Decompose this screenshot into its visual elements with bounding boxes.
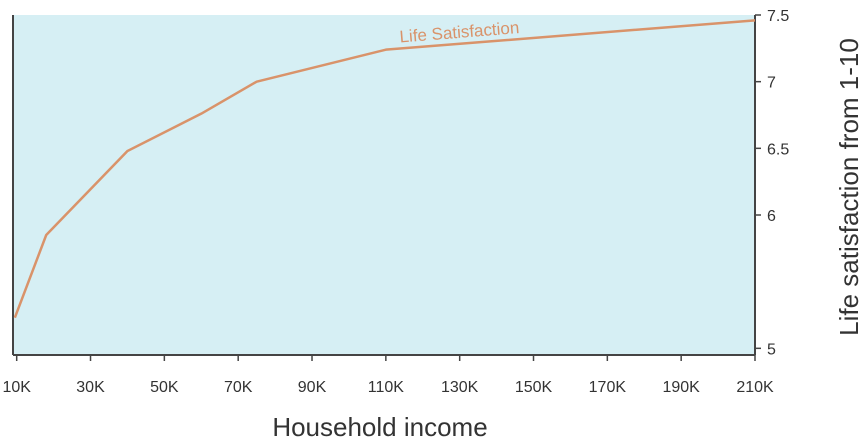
x-tick-label: 70K: [224, 379, 253, 396]
y-axis-title: Life satisfaction from 1-10: [834, 38, 864, 336]
y-tick-label: 6: [767, 208, 776, 225]
x-tick-label: 170K: [589, 379, 627, 396]
x-tick-label: 110K: [368, 379, 405, 396]
x-tick-label: 30K: [76, 379, 105, 396]
x-tick-label: 210K: [736, 379, 774, 396]
x-axis-title: Household income: [272, 412, 487, 442]
plot-background: [13, 15, 755, 355]
x-tick-label: 10K: [2, 379, 31, 396]
x-tick-label: 130K: [441, 379, 479, 396]
y-axis-ticks: 5 6 6.5 7 7.5: [755, 8, 789, 358]
series-line: [13, 19, 756, 319]
y-tick-label: 6.5: [767, 141, 789, 158]
x-tick-label: 190K: [662, 379, 700, 396]
x-tick-label: 90K: [298, 379, 327, 396]
x-tick-label: 150K: [515, 379, 553, 396]
y-tick-label: 5: [767, 341, 776, 358]
y-tick-label: 7: [767, 75, 776, 92]
x-tick-label: 50K: [150, 379, 179, 396]
y-tick-label: 7.5: [767, 8, 789, 25]
x-axis-ticks: 10K 30K 50K 70K 90K 110K 130K 150K 170K 190K 210K: [2, 355, 774, 396]
